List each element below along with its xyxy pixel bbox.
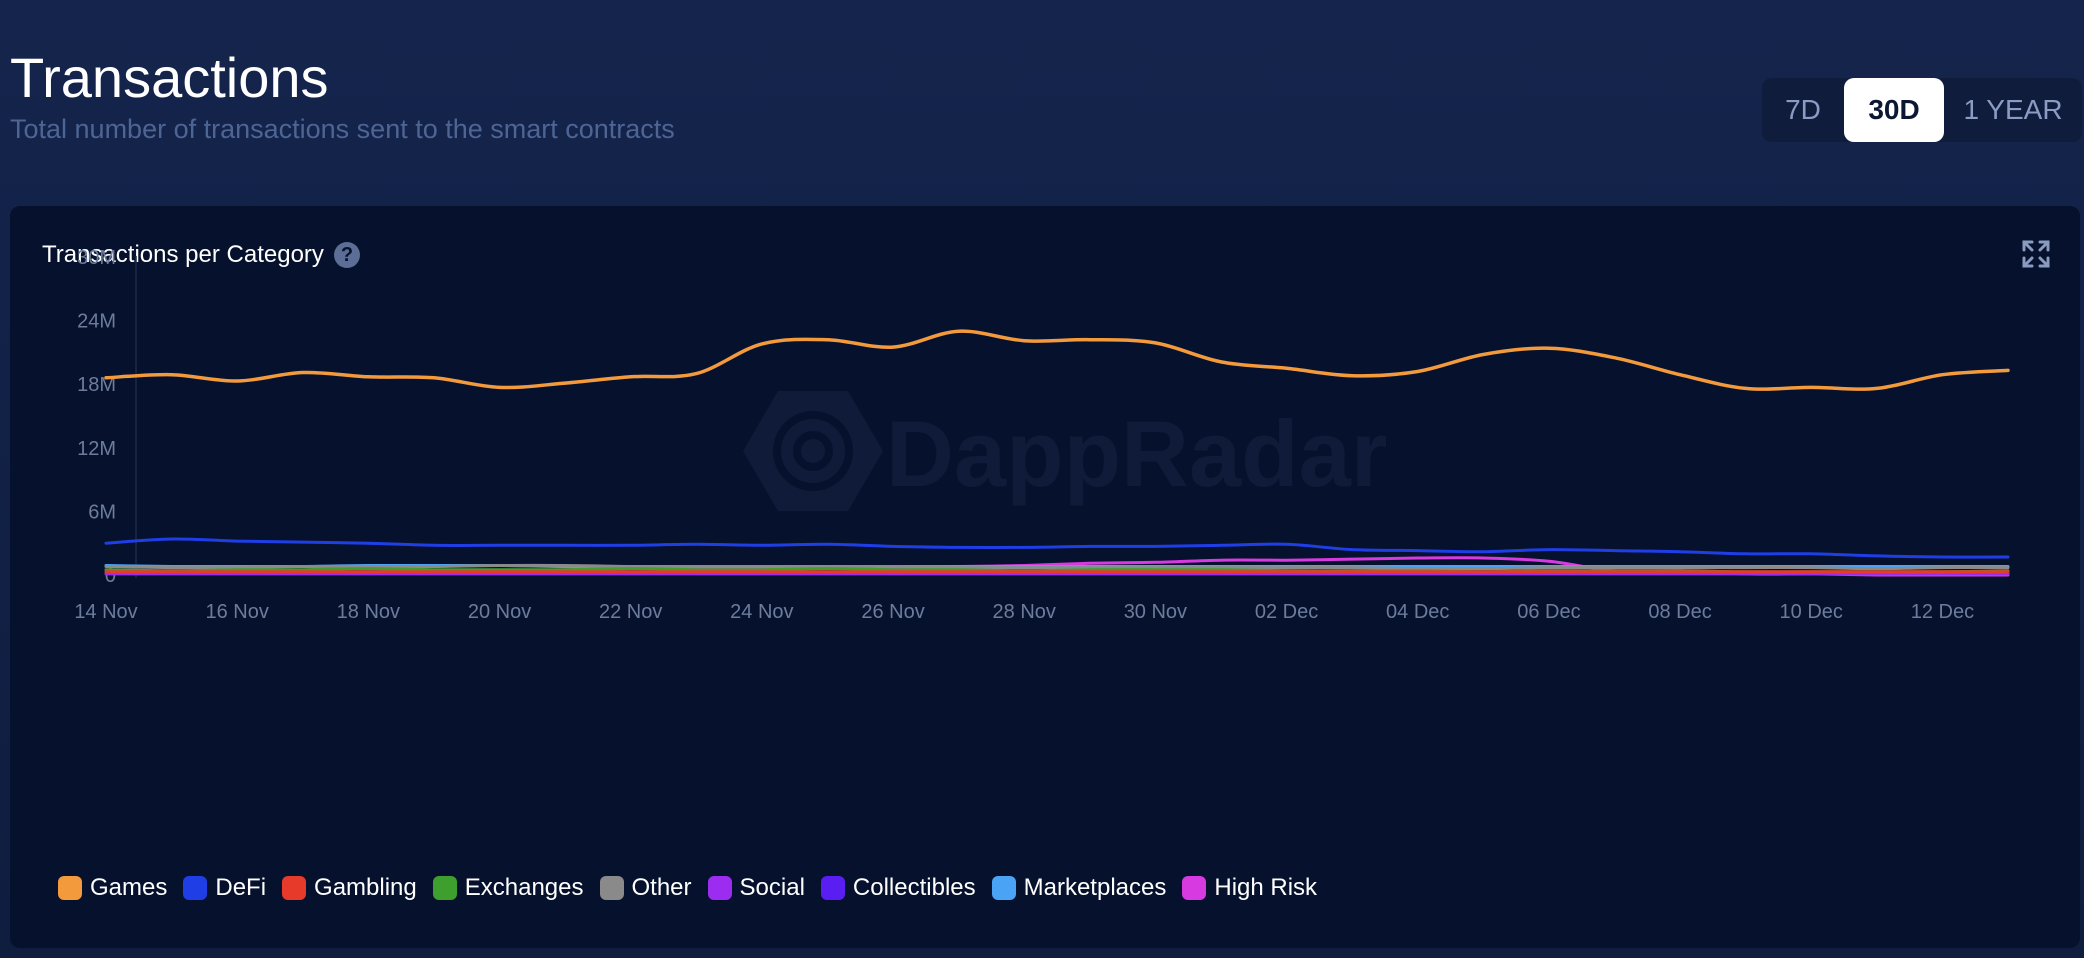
- legend-swatch: [599, 876, 624, 900]
- x-tick-label: 04 Dec: [1386, 601, 1449, 623]
- legend-label: DeFi: [215, 874, 267, 901]
- line-chart: DappRadar 0 6M 12M 18M 24M 30M 14 Nov 16 Nov 18…: [74, 247, 2010, 623]
- watermark: DappRadar: [743, 391, 1387, 511]
- series-line-other: [104, 563, 2010, 571]
- legend-item-gambling[interactable]: Gambling: [282, 874, 417, 902]
- legend-label: Social: [739, 874, 805, 901]
- legend-label: Gambling: [314, 874, 417, 901]
- legend-item-other[interactable]: Other: [599, 874, 692, 902]
- legend-label: Marketplaces: [1023, 874, 1167, 901]
- series-line-defi: [104, 537, 2010, 559]
- page-title: Transactions: [10, 46, 329, 109]
- legend-item-collectibles[interactable]: Collectibles: [820, 874, 976, 902]
- x-tick-label: 08 Dec: [1648, 601, 1711, 623]
- x-tick-label: 26 Nov: [861, 601, 924, 623]
- question-circle-icon[interactable]: ?: [334, 242, 360, 268]
- expand-arrows-icon[interactable]: [2020, 238, 2052, 270]
- legend-swatch: [991, 876, 1016, 900]
- x-tick-label: 12 Dec: [1911, 601, 1974, 623]
- legend-label: Collectibles: [852, 874, 976, 901]
- series-line-games: [104, 329, 2010, 391]
- dappradar-logo-icon: [743, 391, 883, 511]
- legend-item-defi[interactable]: DeFi: [183, 874, 266, 902]
- x-tick-label: 06 Dec: [1517, 601, 1580, 623]
- x-tick-label: 24 Nov: [730, 601, 793, 623]
- legend-swatch: [183, 876, 208, 900]
- legend-label: Exchanges: [464, 874, 584, 901]
- legend-swatch: [1182, 876, 1207, 900]
- range-7d-button[interactable]: 7D: [1785, 94, 1821, 125]
- x-tick-label: 18 Nov: [337, 601, 400, 623]
- y-tick-label: 30M: [77, 247, 116, 269]
- y-tick-label: 0: [105, 565, 116, 587]
- x-tick-label: 16 Nov: [205, 601, 268, 623]
- y-tick-label: 12M: [77, 438, 116, 460]
- time-range-toggle: 7D 30D 1 YEAR: [1762, 78, 2082, 142]
- y-tick-label: 18M: [77, 374, 116, 396]
- legend-swatch: [58, 876, 82, 900]
- legend-swatch: [432, 876, 457, 900]
- legend-item-social[interactable]: Social: [707, 874, 805, 902]
- range-1-year-button[interactable]: 1 YEAR: [1963, 94, 2063, 125]
- page-subtitle: Total number of transactions sent to the…: [10, 114, 675, 144]
- legend-label: Other: [631, 874, 692, 901]
- legend-item-games[interactable]: Games: [58, 874, 167, 902]
- x-tick-label: 02 Dec: [1255, 601, 1318, 623]
- legend: Games DeFi Gambling Exchanges Other Social Col…: [58, 870, 1333, 906]
- legend-item-exchanges[interactable]: Exchanges: [432, 874, 584, 902]
- y-axis-ticks: 0 6M 12M 18M 24M 30M: [77, 247, 116, 587]
- y-tick-label: 24M: [77, 311, 116, 333]
- legend-swatch: [282, 876, 307, 900]
- x-tick-label: 14 Nov: [74, 601, 137, 623]
- x-tick-label: 20 Nov: [468, 601, 531, 623]
- legend-swatch: [820, 876, 845, 900]
- series-lines: [104, 329, 2010, 577]
- range-30d-button[interactable]: 30D: [1844, 78, 1944, 142]
- legend-label: Games: [90, 874, 168, 901]
- x-axis-ticks: 14 Nov 16 Nov 18 Nov 20 Nov 22 Nov 24 Nov 26 N…: [74, 601, 1974, 623]
- x-tick-label: 30 Nov: [1124, 601, 1187, 623]
- legend-item-marketplaces[interactable]: Marketplaces: [991, 874, 1167, 902]
- chart-title: Transactions per Category: [42, 241, 324, 268]
- legend-label: High Risk: [1214, 874, 1318, 901]
- x-tick-label: 22 Nov: [599, 601, 662, 623]
- legend-swatch: [707, 876, 732, 900]
- x-tick-label: 10 Dec: [1780, 601, 1843, 623]
- y-tick-label: 6M: [88, 501, 116, 523]
- x-tick-label: 28 Nov: [993, 601, 1056, 623]
- watermark-text: DappRadar: [886, 401, 1387, 506]
- legend-item-high-risk[interactable]: High Risk: [1182, 874, 1317, 902]
